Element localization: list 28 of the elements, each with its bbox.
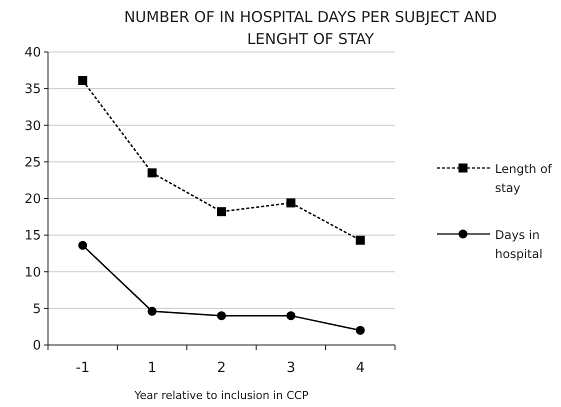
point xyxy=(286,311,296,320)
x-axis-title: Year relative to inclusion in CCP xyxy=(134,389,309,402)
x-tick-label: -1 xyxy=(76,360,90,376)
y-tick-label: 20 xyxy=(24,192,41,208)
legend-label: Length of stay xyxy=(495,162,553,195)
chart-title: NUMBER OF IN HOSPITAL DAYS PER SUBJECT AND LENGHT OF STAY xyxy=(124,8,497,48)
y-tick-label: 5 xyxy=(32,302,41,317)
point xyxy=(217,311,226,320)
point xyxy=(217,207,226,216)
legend-label: Days in hospital xyxy=(495,228,543,261)
point xyxy=(356,236,365,245)
x-tick-label: 3 xyxy=(286,360,296,376)
point xyxy=(148,306,157,316)
x-tick-label: 4 xyxy=(356,360,365,376)
y-tick-label: 10 xyxy=(24,265,41,280)
y-tick-label: 40 xyxy=(24,46,41,61)
y-tick-label: 25 xyxy=(24,155,41,170)
point xyxy=(148,168,157,178)
y-tick-label: 35 xyxy=(24,82,41,98)
point xyxy=(356,326,365,335)
x-tick-label: 2 xyxy=(217,360,226,376)
point xyxy=(286,198,296,208)
point xyxy=(78,76,88,86)
y-tick-label: 30 xyxy=(24,118,41,134)
x-tick-label: 1 xyxy=(148,360,157,376)
point xyxy=(78,240,88,250)
y-tick-label: 15 xyxy=(24,228,41,244)
y-tick-label: 0 xyxy=(32,338,41,354)
